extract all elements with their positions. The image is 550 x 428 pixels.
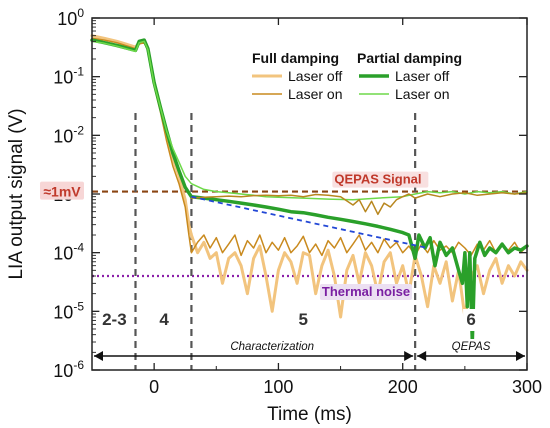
legend-label-0-0: Laser off: [288, 68, 342, 84]
y-tick-label-1: 10-1: [53, 65, 84, 88]
series-line-1: [91, 37, 528, 257]
series-line-4: [190, 192, 528, 216]
mv-label: ≈1mV: [43, 184, 81, 200]
span-label-bg-1: [454, 339, 489, 352]
phase-label-bg-0: [99, 309, 130, 331]
phase-label-0: 2-3: [102, 310, 127, 329]
span-arrow-right-0: [404, 351, 414, 361]
legend-label-1-1: Laser on: [395, 86, 449, 102]
phase-label-1: 4: [159, 310, 169, 329]
legend-group-title-0: Full damping: [252, 50, 339, 66]
y-tick-label-0: 100: [57, 6, 84, 29]
y-tick-label-5: 10-5: [53, 299, 84, 322]
span-label-1: QEPAS: [452, 341, 491, 353]
span-label-0: Characterization: [230, 341, 314, 353]
y-axis-title: LIA output signal (V): [6, 108, 27, 279]
ref-label-bg-1: [319, 284, 412, 301]
series-line-0: [90, 34, 529, 319]
span-arrow-left-0: [94, 351, 103, 361]
phase-label-bg-1: [156, 309, 173, 331]
span-arrow-right-1: [516, 351, 525, 361]
legend-group-title-1: Partial damping: [357, 50, 462, 66]
mv-label-bg: [40, 181, 84, 200]
phase-label-bg-3: [463, 309, 480, 331]
y-tick-label-4: 10-4: [53, 241, 84, 264]
y-tick-label-2: 10-2: [53, 123, 84, 146]
phase-label-2: 5: [299, 310, 308, 329]
ref-label-1: Thermal noise: [322, 284, 410, 299]
series-line-3: [91, 40, 528, 201]
fit-line: [191, 195, 428, 249]
x-tick-label-0: 0: [149, 377, 159, 397]
y-tick-label-6: 10-6: [53, 358, 84, 381]
ref-label-bg-0: [332, 171, 429, 188]
phase-label-3: 6: [466, 310, 475, 329]
x-axis-title: Time (ms): [267, 404, 352, 425]
x-tick-label-2: 200: [388, 377, 418, 397]
x-tick-label-3: 300: [512, 377, 542, 397]
legend-label-1-0: Laser off: [395, 68, 449, 84]
phase-label-bg-2: [295, 309, 312, 331]
x-tick-label-1: 100: [263, 377, 293, 397]
span-arrow-left-1: [417, 351, 427, 361]
ref-label-0: QEPAS Signal: [334, 172, 421, 187]
span-label-bg-0: [217, 339, 327, 352]
legend-label-0-1: Laser on: [288, 86, 342, 102]
